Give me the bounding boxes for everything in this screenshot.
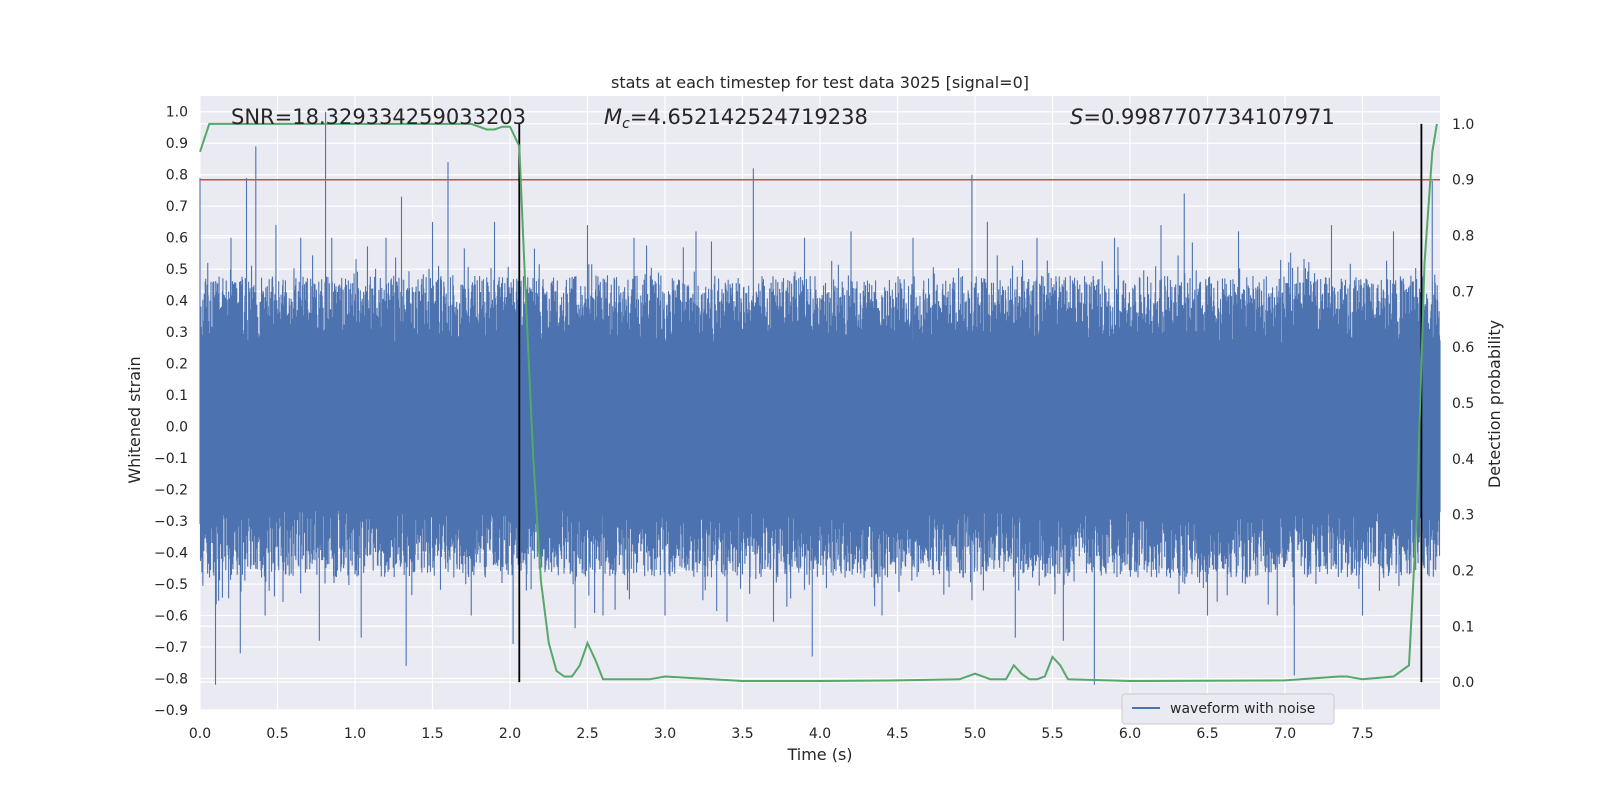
x-tick-label: 5.0: [964, 726, 986, 742]
y-right-tick-label: 0.8: [1452, 229, 1474, 245]
y-left-tick-label: 0.7: [166, 199, 188, 215]
legend-label: waveform with noise: [1170, 701, 1315, 717]
legend-box: [1121, 693, 1335, 725]
x-tick-label: 1.0: [344, 726, 366, 742]
y-left-tick-label: −0.2: [154, 483, 188, 499]
probability-series: [199, 122, 1438, 683]
waveform-line: [199, 111, 1441, 685]
y-left-tick-label: 0.5: [166, 262, 188, 278]
chirp-mass-subscript: c: [622, 116, 630, 132]
x-tick-label: 4.0: [809, 726, 831, 742]
y-left-tick-label: 0.1: [166, 388, 188, 404]
y-right-tick-label: 0.5: [1452, 396, 1474, 412]
y-left-tick-labels: 1.0 0.9 0.8 0.7 0.6 0.5 0.4 0.3 0.2 0.1 0.0 −0.1 −0.…: [154, 105, 188, 719]
waveform-series: [199, 111, 1441, 685]
y-left-tick-label: −0.3: [154, 514, 188, 530]
x-tick-label: 4.5: [886, 726, 908, 742]
y-left-tick-label: −0.4: [154, 546, 188, 562]
y-right-tick-label: 0.0: [1452, 675, 1474, 691]
chirp-mass-value: =4.652142524719238: [630, 105, 868, 129]
y-left-tick-label: 0.8: [166, 168, 188, 184]
x-tick-label: 7.5: [1351, 726, 1373, 742]
x-tick-label: 7.0: [1274, 726, 1296, 742]
s-value: =0.9987707734107971: [1083, 105, 1334, 129]
x-tick-label: 6.0: [1119, 726, 1141, 742]
y-left-tick-label: 0.4: [166, 294, 188, 310]
y-left-tick-label: −0.5: [154, 577, 188, 593]
s-symbol: S: [1070, 105, 1083, 129]
y-left-tick-label: −0.8: [154, 672, 188, 688]
y-right-tick-label: 0.9: [1452, 173, 1474, 189]
reference-lines: [200, 123, 1440, 683]
y-right-tick-label: 1.0: [1452, 117, 1474, 133]
y-left-tick-label: 0.6: [166, 231, 188, 247]
y-left-tick-label: 1.0: [166, 105, 188, 121]
x-tick-label: 2.0: [499, 726, 521, 742]
y-right-axis-label: Detection probability: [1485, 320, 1504, 488]
y-left-tick-label: −0.7: [154, 640, 188, 656]
y-right-tick-label: 0.2: [1452, 563, 1474, 579]
x-tick-label: 0.0: [189, 726, 211, 742]
x-axis-label: Time (s): [786, 745, 852, 764]
chirp-mass-annotation: Mc=4.652142524719238: [604, 105, 868, 132]
probability-line: [199, 122, 1438, 683]
s-annotation: S=0.9987707734107971: [1070, 105, 1335, 129]
x-tick-label: 3.5: [731, 726, 753, 742]
y-right-tick-label: 0.3: [1452, 508, 1474, 524]
y-right-tick-label: 0.4: [1452, 452, 1474, 468]
legend: waveform with noise: [1121, 693, 1335, 725]
y-right-tick-labels: 1.0 0.9 0.8 0.7 0.6 0.5 0.4 0.3 0.2 0.1 0.0: [1452, 117, 1474, 691]
y-left-tick-label: 0.0: [166, 420, 188, 436]
y-right-tick-label: 0.7: [1452, 284, 1474, 300]
x-tick-label: 5.5: [1041, 726, 1063, 742]
y-left-tick-label: 0.2: [166, 357, 188, 373]
x-tick-label: 0.5: [266, 726, 288, 742]
y-left-tick-label: 0.9: [166, 136, 188, 152]
chart-title: stats at each timestep for test data 302…: [611, 73, 1029, 92]
y-left-tick-label: −0.9: [154, 703, 188, 719]
y-left-tick-label: 0.3: [166, 325, 188, 341]
chirp-mass-symbol: M: [604, 105, 622, 129]
y-left-axis-label: Whitened strain: [125, 356, 144, 483]
x-tick-label: 6.5: [1196, 726, 1218, 742]
y-right-tick-label: 0.6: [1452, 340, 1474, 356]
x-tick-label: 1.5: [421, 726, 443, 742]
snr-annotation: SNR=18.329334259033203: [231, 105, 526, 129]
x-tick-label: 3.0: [654, 726, 676, 742]
y-left-tick-label: −0.6: [154, 609, 188, 625]
y-left-tick-label: −0.1: [154, 451, 188, 467]
x-tick-label: 2.5: [576, 726, 598, 742]
y-right-tick-label: 0.1: [1452, 619, 1474, 635]
x-tick-labels: 0.0 0.5 1.0 1.5 2.0 2.5 3.0 3.5 4.0 4.5 5.0 5.5 6.0 6…: [189, 726, 1374, 742]
